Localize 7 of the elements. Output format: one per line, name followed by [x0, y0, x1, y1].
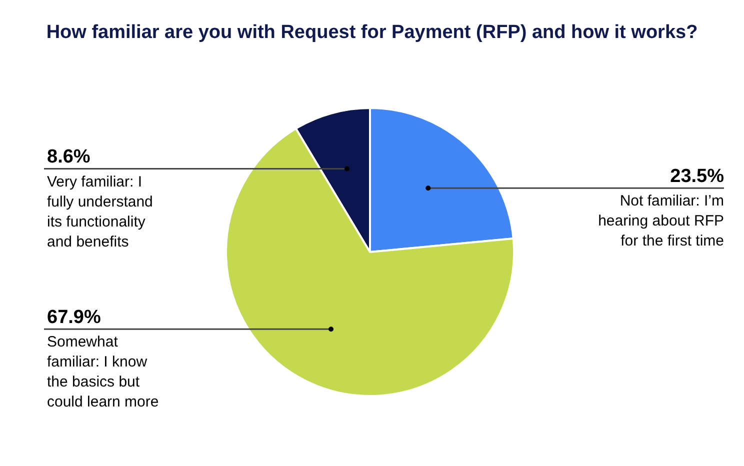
data-label: 23.5%	[670, 166, 724, 188]
slice-label: Somewhat familiar: I know the basics but could learn more	[47, 334, 159, 411]
data-label: 8.6%	[47, 146, 90, 168]
chart-title: How familiar are you with Request for Payment (RFP) and how it works?	[45, 22, 699, 44]
slice-label: Very familiar: I fully understand its functionality and benefits	[47, 173, 153, 250]
slice-label: Not familiar: I’m hearing about RFP for the first time	[598, 192, 724, 250]
data-label: 67.9%	[47, 307, 101, 328]
